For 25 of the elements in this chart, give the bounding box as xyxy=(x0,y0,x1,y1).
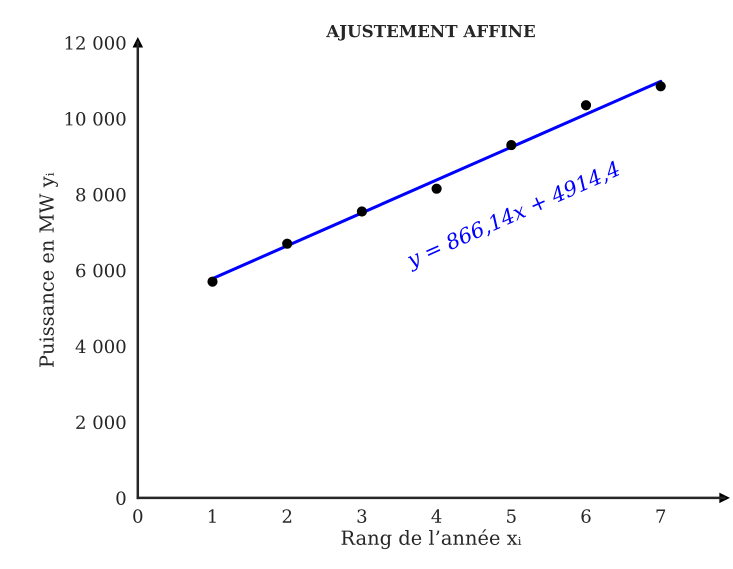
y-tick-label: 2 000 xyxy=(76,415,126,430)
y-tick-label: 12 000 xyxy=(66,36,126,50)
point xyxy=(432,184,442,194)
x-tick-label: 4 xyxy=(431,509,442,523)
point xyxy=(656,81,666,92)
x-tick-label: 2 xyxy=(282,509,292,523)
x-tick-label: 1 xyxy=(208,509,216,523)
y-tick-label: 4 000 xyxy=(76,340,126,354)
x-tick-label: 5 xyxy=(507,510,516,523)
point xyxy=(506,140,516,150)
y-tick-label: 6 000 xyxy=(76,264,126,278)
point xyxy=(282,238,292,249)
chart-title: AJUSTEMENT AFFINE xyxy=(326,24,535,41)
point xyxy=(580,100,592,110)
point xyxy=(356,206,367,217)
y-tick-label: 0 xyxy=(116,491,126,505)
x-tick-label: 3 xyxy=(358,509,366,523)
x-axis-title: Rang de l’année xᵢ xyxy=(342,529,522,550)
x-tick-label: 0 xyxy=(133,509,142,523)
x-tick-label: 7 xyxy=(656,510,666,523)
y-tick-label: 10 000 xyxy=(66,112,126,126)
x-tick-label: 6 xyxy=(581,509,591,523)
point xyxy=(207,276,218,287)
y-tick-label: 8 000 xyxy=(76,188,126,202)
y-axis-title: Puissance en MW yᵢ xyxy=(39,172,58,368)
